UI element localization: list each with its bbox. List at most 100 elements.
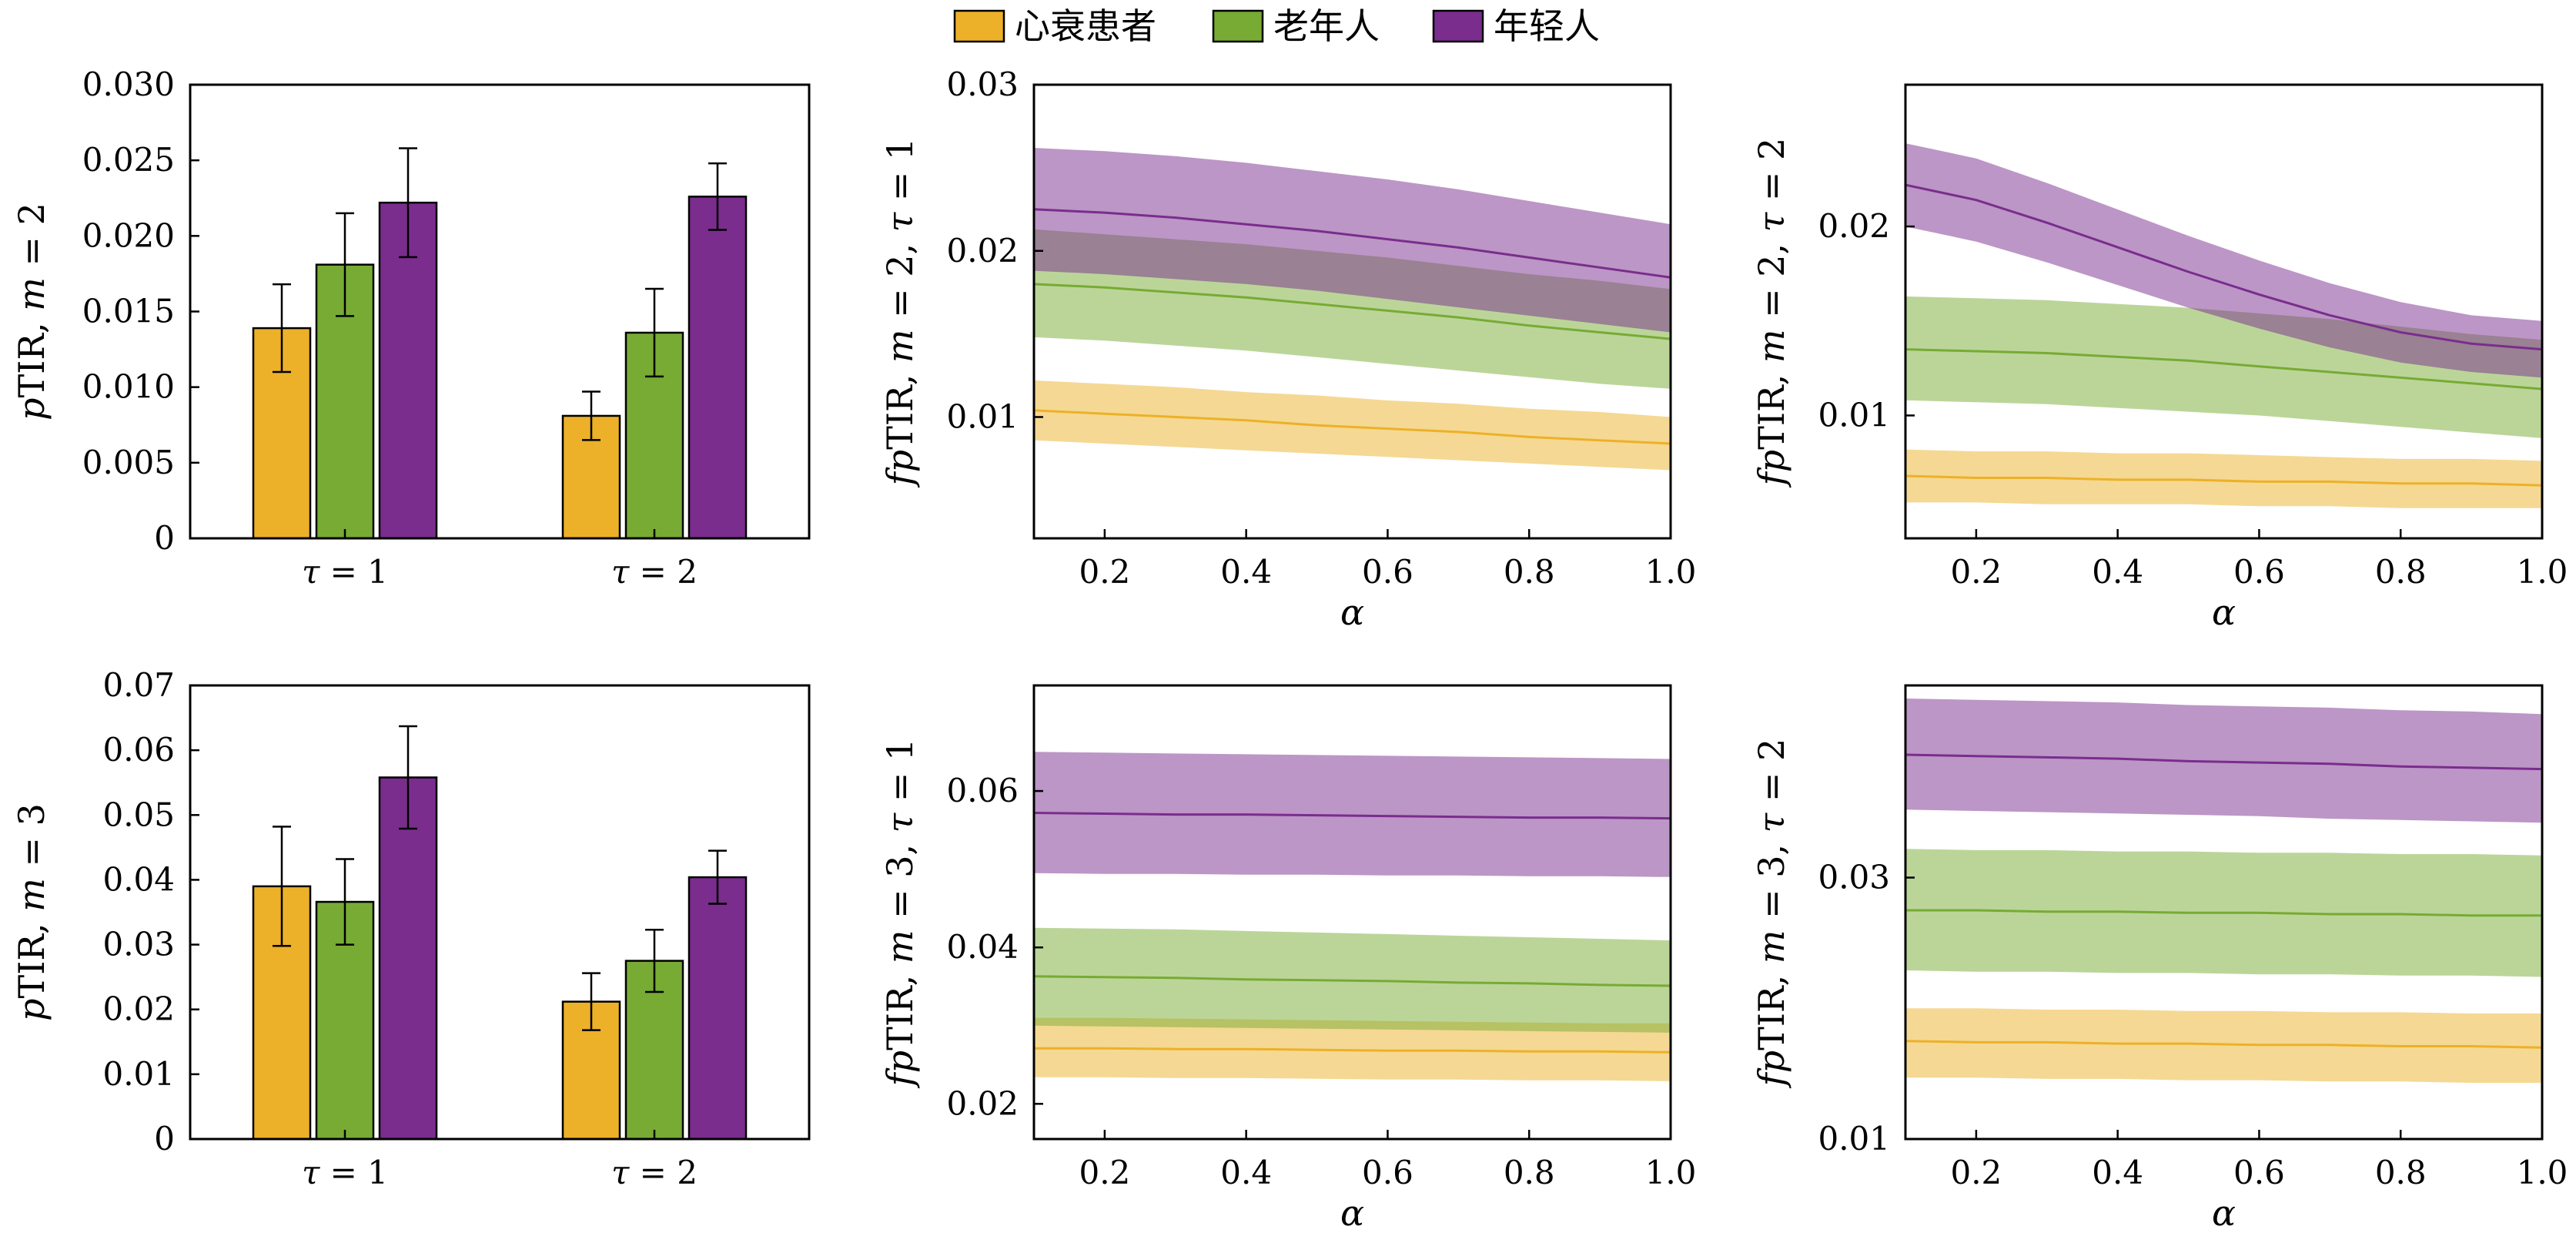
bar bbox=[378, 776, 438, 1141]
y-tick-label: 0.01 bbox=[946, 398, 1019, 436]
y-tick-label: 0.03 bbox=[102, 926, 175, 963]
confidence-band bbox=[1034, 380, 1671, 471]
x-tick-label: 0.2 bbox=[1079, 1154, 1130, 1191]
y-tick-label: 0.07 bbox=[102, 666, 175, 704]
mean-line bbox=[1034, 1047, 1671, 1054]
chart-panel-pTIR-m2: τ = 1 τ = 2 0 0.005 0.010 0.015 0.020 0.025 0.03… bbox=[11, 65, 811, 591]
x-tick-label: 0.2 bbox=[1950, 1154, 2002, 1191]
x-tick-label: 0.6 bbox=[2233, 1154, 2285, 1191]
x-tick-label: τ = 1 bbox=[302, 1154, 388, 1191]
plot-frame bbox=[189, 83, 811, 540]
legend-item-young: 年轻人 bbox=[1432, 5, 1600, 47]
y-tick-label: 0.03 bbox=[946, 65, 1019, 103]
x-axis-label: α bbox=[2212, 1192, 2236, 1234]
y-tick-label: 0.030 bbox=[82, 65, 175, 103]
x-tick-label: 1.0 bbox=[2517, 553, 2568, 591]
mean-line bbox=[1034, 812, 1671, 820]
x-axis-label: α bbox=[2212, 591, 2236, 633]
y-tick-label: 0.015 bbox=[82, 293, 175, 330]
y-axis-label: fpTIR, m = 3, τ = 2 bbox=[1751, 739, 1792, 1089]
x-tick-label: 0.4 bbox=[2092, 553, 2143, 591]
confidence-band bbox=[1905, 449, 2542, 508]
plot-frame bbox=[1904, 83, 2544, 540]
mean-line bbox=[1034, 208, 1671, 279]
y-axis-label: fpTIR, m = 3, τ = 1 bbox=[879, 739, 921, 1089]
x-tick-label: τ = 2 bbox=[611, 553, 698, 591]
y-tick-label: 0.06 bbox=[946, 772, 1019, 809]
chart-panel-fpTIR-m2-tau1: 0.2 0.4 0.6 0.8 1.0 α 0.01 0.02 0.03 fpTIR, m = 2… bbox=[879, 65, 1696, 633]
x-tick-label: 1.0 bbox=[1645, 1154, 1697, 1191]
y-axis-label: pTIR, m = 3 bbox=[11, 803, 52, 1021]
y-tick-label: 0 bbox=[154, 1120, 175, 1158]
legend-label-heart-failure: 心衰患者 bbox=[1015, 5, 1156, 47]
x-tick-label: 0.8 bbox=[1504, 1154, 1555, 1191]
plot-frame bbox=[1032, 83, 1672, 540]
legend-label-young: 年轻人 bbox=[1494, 5, 1600, 47]
y-tick-label: 0.04 bbox=[102, 860, 175, 898]
y-tick-label: 0.01 bbox=[102, 1055, 175, 1093]
y-tick-label: 0.05 bbox=[102, 796, 175, 833]
x-axis-label: α bbox=[1340, 1192, 1364, 1234]
confidence-band bbox=[1905, 143, 2542, 378]
y-tick-label: 0.02 bbox=[946, 1084, 1019, 1122]
x-tick-label: 0.6 bbox=[1362, 1154, 1413, 1191]
y-tick-label: 0.025 bbox=[82, 141, 175, 179]
plot-frame bbox=[1032, 684, 1672, 1141]
x-tick-label: 0.2 bbox=[1079, 553, 1130, 591]
y-tick-label: 0.02 bbox=[1818, 207, 1890, 245]
y-tick-label: 0.01 bbox=[1818, 396, 1890, 434]
mean-line bbox=[1905, 753, 2542, 771]
x-tick-label: 0.4 bbox=[1220, 553, 1272, 591]
bar bbox=[687, 196, 748, 540]
chart-panel-fpTIR-m3-tau2: 0.2 0.4 0.6 0.8 1.0 α 0.01 0.03 fpTIR, m = 3, τ … bbox=[1751, 684, 2568, 1234]
mean-line bbox=[1905, 909, 2542, 917]
chart-panel-pTIR-m3: τ = 1 τ = 2 0 0.01 0.02 0.03 0.04 0.05 0.06 0.07 p… bbox=[11, 666, 811, 1191]
chart-panel-fpTIR-m3-tau1: 0.2 0.4 0.6 0.8 1.0 α 0.02 0.04 0.06 fpTIR, m = 3… bbox=[879, 684, 1697, 1234]
mean-line bbox=[1905, 474, 2542, 487]
y-tick-label: 0.02 bbox=[946, 232, 1019, 270]
mean-line bbox=[1905, 183, 2542, 351]
confidence-band bbox=[1034, 752, 1671, 877]
y-axis-label: pTIR, m = 2 bbox=[11, 203, 52, 420]
x-tick-label: 0.8 bbox=[1504, 553, 1555, 591]
y-tick-label: 0 bbox=[154, 519, 175, 557]
mean-line bbox=[1034, 283, 1671, 340]
x-tick-label: 0.8 bbox=[2375, 553, 2427, 591]
y-tick-label: 0.010 bbox=[82, 368, 175, 406]
y-tick-label: 0.02 bbox=[102, 990, 175, 1028]
y-tick-label: 0.005 bbox=[82, 444, 175, 481]
legend-item-heart-failure: 心衰患者 bbox=[953, 5, 1156, 47]
y-tick-label: 0.01 bbox=[1818, 1120, 1890, 1158]
mean-line bbox=[1034, 975, 1671, 987]
confidence-band bbox=[1034, 148, 1671, 333]
x-tick-label: 0.6 bbox=[1362, 553, 1413, 591]
legend-swatch-young bbox=[1432, 9, 1484, 43]
x-tick-label: 0.4 bbox=[1220, 1154, 1272, 1191]
x-tick-label: 0.6 bbox=[2233, 553, 2285, 591]
plot-frame bbox=[1904, 684, 2544, 1141]
y-tick-label: 0.06 bbox=[102, 731, 175, 769]
legend-label-elderly: 老年人 bbox=[1273, 5, 1380, 47]
legend-swatch-heart-failure bbox=[953, 9, 1005, 43]
x-tick-label: τ = 1 bbox=[302, 553, 388, 591]
y-tick-label: 0.020 bbox=[82, 216, 175, 254]
bar bbox=[687, 876, 748, 1141]
chart-panel-fpTIR-m2-tau2: 0.2 0.4 0.6 0.8 1.0 α 0.01 0.02 fpTIR, m = 2, τ … bbox=[1751, 83, 2568, 633]
y-axis-label: fpTIR, m = 2, τ = 2 bbox=[1751, 138, 1792, 488]
y-tick-label: 0.03 bbox=[1818, 859, 1890, 896]
legend-swatch-elderly bbox=[1212, 9, 1264, 43]
x-tick-label: 1.0 bbox=[1645, 553, 1697, 591]
legend-item-elderly: 老年人 bbox=[1212, 5, 1380, 47]
x-tick-label: 1.0 bbox=[2517, 1154, 2568, 1191]
mean-line bbox=[1034, 409, 1671, 445]
x-tick-label: 0.4 bbox=[2092, 1154, 2143, 1191]
x-tick-label: τ = 2 bbox=[611, 1154, 698, 1191]
x-tick-label: 0.2 bbox=[1950, 553, 2002, 591]
x-axis-label: α bbox=[1340, 591, 1364, 633]
plot-frame bbox=[189, 684, 811, 1141]
confidence-band bbox=[1905, 1008, 2542, 1083]
y-tick-label: 0.04 bbox=[946, 928, 1019, 966]
x-tick-label: 0.8 bbox=[2375, 1154, 2427, 1191]
mean-line bbox=[1905, 348, 2542, 390]
